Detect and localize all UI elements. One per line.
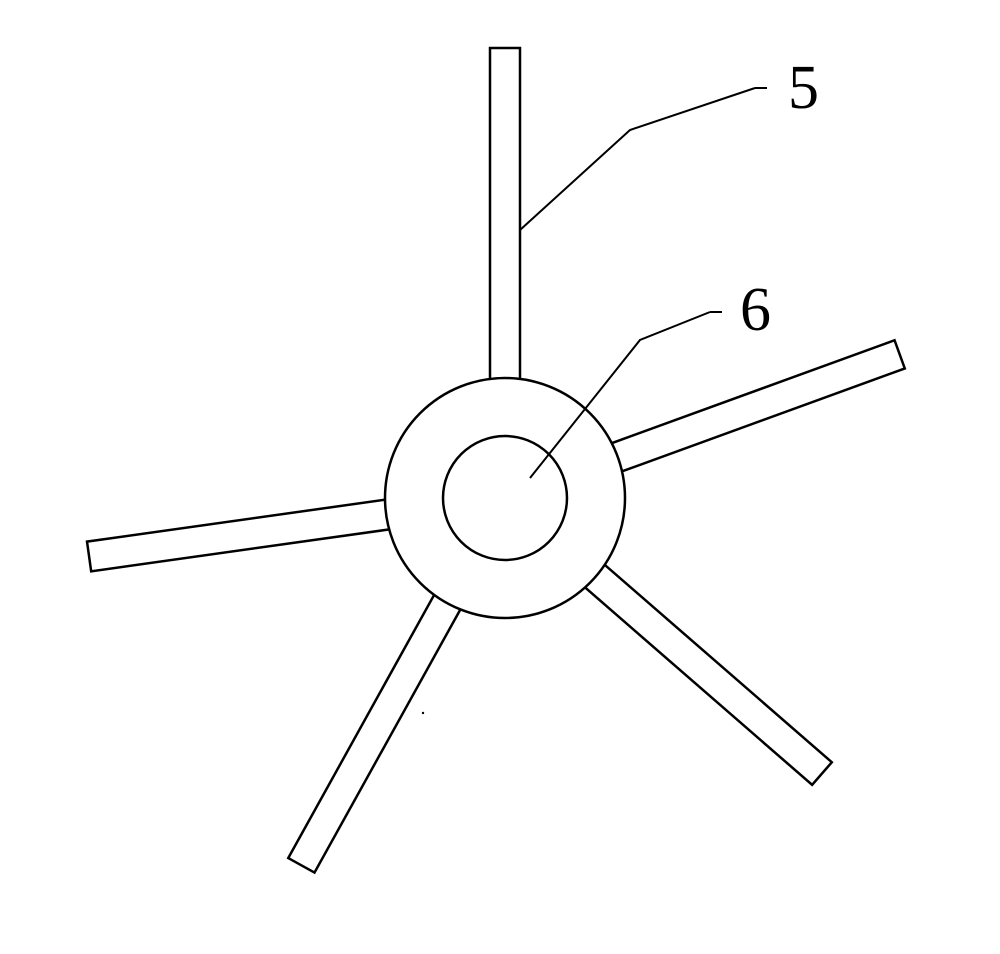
spoke	[87, 499, 394, 571]
spoke	[581, 561, 832, 784]
spoke	[607, 340, 905, 473]
diagram-canvas: 56	[0, 0, 1000, 954]
callout-5-leader	[520, 88, 755, 230]
spoke	[490, 48, 520, 384]
speck	[422, 712, 424, 714]
callout-5-label: 5	[788, 54, 819, 122]
spoke	[288, 590, 463, 872]
callout-6-label: 6	[740, 276, 771, 344]
